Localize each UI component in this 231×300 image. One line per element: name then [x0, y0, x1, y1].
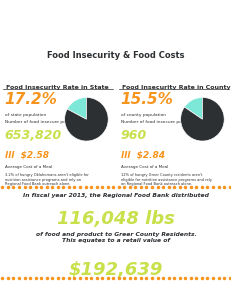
Wedge shape [67, 98, 86, 119]
Text: lll  $2.84: lll $2.84 [120, 151, 164, 160]
Text: Food Insecurity & Food Costs: Food Insecurity & Food Costs [47, 52, 184, 61]
Text: of food and product to Greer County Residents.
This equates to a retail value of: of food and product to Greer County Resi… [35, 232, 196, 243]
Text: 17.2%: 17.2% [5, 92, 57, 107]
Text: 960: 960 [120, 129, 146, 142]
Text: MAP THE MEAL GAP: MAP THE MEAL GAP [14, 10, 183, 25]
Wedge shape [180, 98, 223, 141]
Text: Number of food insecure people: Number of food insecure people [5, 120, 75, 124]
Text: Food Insecurity Rate in County: Food Insecurity Rate in County [121, 85, 229, 89]
Text: In fiscal year 2013, the Regional Food Bank distributed: In fiscal year 2013, the Regional Food B… [23, 193, 208, 198]
Text: 116,048 lbs: 116,048 lbs [57, 210, 174, 228]
Text: 653,820: 653,820 [5, 129, 62, 142]
Text: Source: Feeding America, Map the Meal Gap 2013.: Source: Feeding America, Map the Meal Ga… [81, 288, 150, 292]
Wedge shape [64, 98, 108, 141]
Text: Food Insecurity Rate in State: Food Insecurity Rate in State [6, 85, 108, 89]
Text: lll  $2.58: lll $2.58 [5, 151, 49, 160]
Text: Average Cost of a Meal: Average Cost of a Meal [5, 165, 52, 169]
Text: 3.2% of hungry Oklahomans aren't eligible for
nutrition assistance programs and : 3.2% of hungry Oklahomans aren't eligibl… [5, 173, 88, 187]
Text: 12% of hungry Greer County residents aren't
eligible for nutrition assistance pr: 12% of hungry Greer County residents are… [120, 173, 211, 187]
Text: Number of food insecure people: Number of food insecure people [120, 120, 190, 124]
Text: OKLAHOMA: OKLAHOMA [9, 70, 67, 79]
Text: $192,639: $192,639 [69, 261, 162, 279]
Text: of county population: of county population [120, 113, 165, 117]
Text: Average Cost of a Meal: Average Cost of a Meal [120, 165, 167, 169]
Wedge shape [184, 98, 201, 119]
Text: GREER COUNTY: GREER COUNTY [122, 70, 200, 79]
Text: of state population: of state population [5, 113, 46, 117]
Text: 15.5%: 15.5% [120, 92, 173, 107]
